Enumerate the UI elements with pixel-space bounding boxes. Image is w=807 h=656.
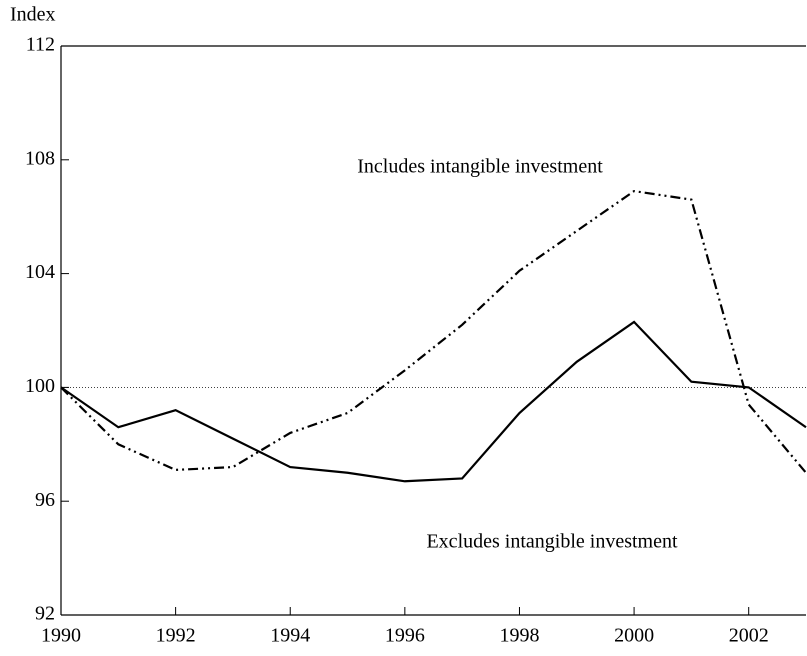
x-tick-label: 2002 — [729, 625, 769, 647]
series-line — [60, 320, 807, 483]
x-tick-label: 1990 — [41, 625, 81, 647]
y-tick-label: 112 — [26, 34, 55, 56]
x-tick-label: 1996 — [385, 625, 425, 647]
x-tick-label: 1998 — [499, 625, 539, 647]
y-tick-label: 104 — [25, 261, 55, 283]
y-tick-label: 108 — [25, 147, 55, 169]
x-tick-label: 1992 — [156, 625, 196, 647]
x-tick-label: 2000 — [614, 625, 654, 647]
y-axis-label: Index — [10, 4, 56, 26]
y-tick-label: 100 — [25, 375, 55, 397]
series-label: Excludes intangible investment — [426, 531, 677, 553]
series-label: Includes intangible investment — [357, 156, 603, 178]
series-line — [60, 189, 807, 474]
x-tick-label: 1994 — [270, 625, 310, 647]
y-tick-label: 96 — [35, 489, 55, 511]
y-tick-label: 92 — [35, 603, 55, 625]
